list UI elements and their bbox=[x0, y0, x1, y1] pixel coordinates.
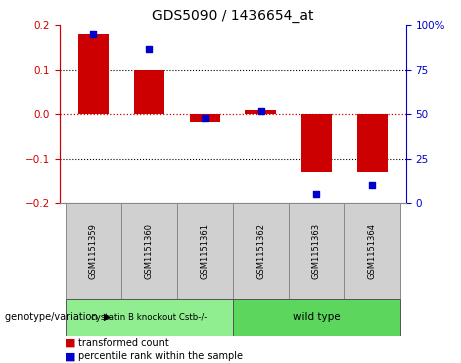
Point bbox=[90, 31, 97, 37]
Text: ■: ■ bbox=[65, 338, 78, 348]
FancyBboxPatch shape bbox=[344, 203, 400, 299]
Text: GSM1151359: GSM1151359 bbox=[89, 223, 98, 279]
Title: GDS5090 / 1436654_at: GDS5090 / 1436654_at bbox=[152, 9, 313, 23]
FancyBboxPatch shape bbox=[233, 203, 289, 299]
Text: GSM1151363: GSM1151363 bbox=[312, 223, 321, 279]
Text: ■: ■ bbox=[65, 351, 78, 362]
FancyBboxPatch shape bbox=[289, 203, 344, 299]
Text: wild type: wild type bbox=[293, 312, 340, 322]
Point bbox=[368, 183, 376, 188]
Point bbox=[313, 191, 320, 197]
Text: GSM1151362: GSM1151362 bbox=[256, 223, 265, 279]
Bar bbox=[245, 110, 276, 114]
Bar bbox=[301, 114, 332, 172]
Text: GSM1151361: GSM1151361 bbox=[201, 223, 209, 279]
Bar bbox=[357, 114, 388, 172]
Text: GSM1151360: GSM1151360 bbox=[145, 223, 154, 279]
Text: GSM1151364: GSM1151364 bbox=[368, 223, 377, 279]
FancyBboxPatch shape bbox=[65, 203, 121, 299]
FancyBboxPatch shape bbox=[233, 299, 400, 336]
Point bbox=[146, 46, 153, 52]
FancyBboxPatch shape bbox=[121, 203, 177, 299]
Point bbox=[257, 108, 264, 114]
Point bbox=[201, 115, 209, 121]
FancyBboxPatch shape bbox=[65, 299, 233, 336]
Text: genotype/variation  ▶: genotype/variation ▶ bbox=[5, 312, 111, 322]
FancyBboxPatch shape bbox=[177, 203, 233, 299]
Text: percentile rank within the sample: percentile rank within the sample bbox=[78, 351, 243, 362]
Bar bbox=[134, 70, 165, 114]
Bar bbox=[189, 114, 220, 122]
Text: cystatin B knockout Cstb-/-: cystatin B knockout Cstb-/- bbox=[91, 313, 207, 322]
Bar bbox=[78, 34, 109, 114]
Text: transformed count: transformed count bbox=[78, 338, 169, 348]
